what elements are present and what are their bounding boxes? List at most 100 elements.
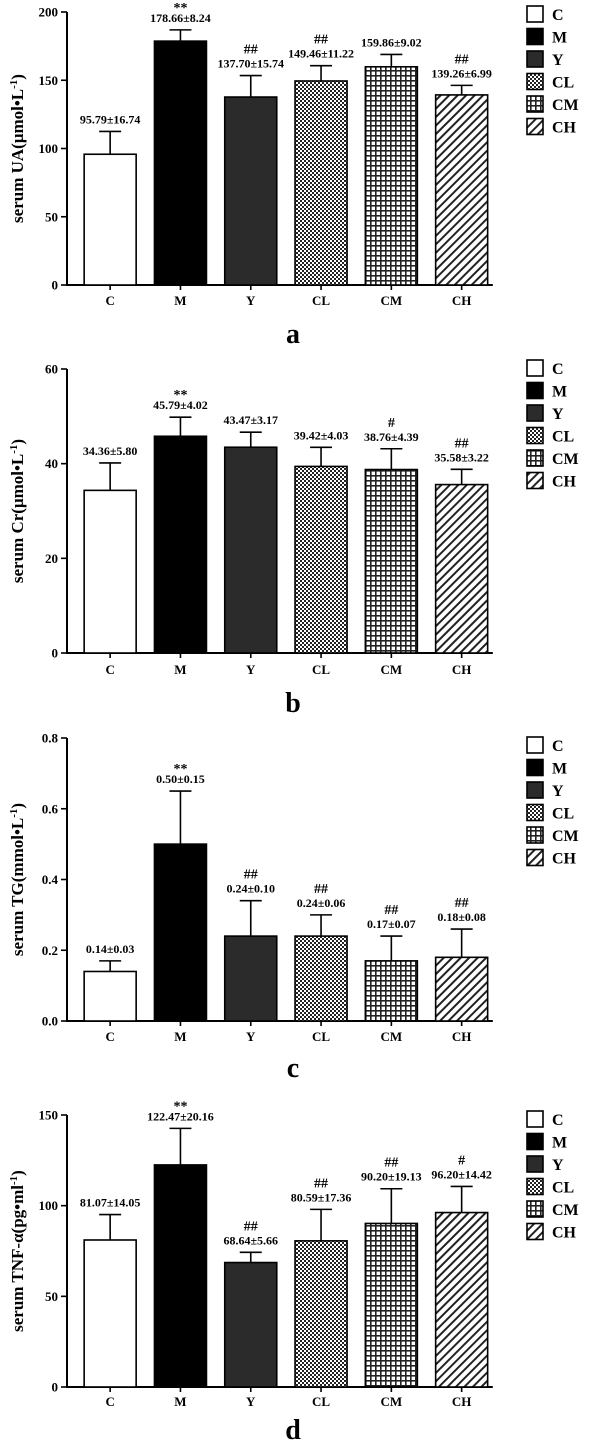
y-tick-label: 100 <box>39 141 59 156</box>
y-axis-label: serum Cr(μmol•L-1) <box>8 439 27 583</box>
data-label: 137.70±15.74 <box>217 57 284 71</box>
bar-y <box>223 935 278 1022</box>
legend-label-c: C <box>552 7 564 24</box>
data-label: 159.86±9.02 <box>361 35 422 49</box>
bar-cm <box>364 65 419 286</box>
bar-cl <box>294 1240 348 1388</box>
legend-swatch-m <box>526 27 544 46</box>
y-tick-label: 50 <box>45 209 58 224</box>
x-tick-label: M <box>174 293 186 308</box>
chart-panel-a: 0 50 100 150 200 serum UA(μmol•L-1) C 95.79±16.… <box>8 1 579 350</box>
legend-swatch-c <box>526 359 544 377</box>
data-label: 68.64±5.66 <box>223 1233 278 1247</box>
x-tick-label: CL <box>312 293 330 308</box>
y-tick-label: 0 <box>52 1380 59 1395</box>
panel-letter: a <box>286 319 300 350</box>
significance-mark: # <box>458 1153 465 1168</box>
data-label: 0.50±0.15 <box>156 772 205 786</box>
x-tick-label: CL <box>312 1029 330 1044</box>
y-tick-label: 50 <box>45 1289 58 1304</box>
legend-swatch-cl <box>526 72 544 91</box>
significance-mark: ## <box>314 882 328 897</box>
significance-mark: ** <box>173 388 187 403</box>
legend-swatch-y <box>526 404 544 422</box>
legend-swatch-c <box>526 1110 544 1128</box>
y-tick-label: 60 <box>45 362 58 377</box>
data-label: 81.07±14.05 <box>80 1196 141 1210</box>
y-tick-label: 40 <box>45 456 58 471</box>
data-label: 80.59±17.36 <box>291 1190 352 1204</box>
legend-label-cl: CL <box>552 806 574 823</box>
legend-swatch-m <box>526 381 544 400</box>
data-label: 38.76±4.39 <box>364 430 419 444</box>
legend-label-y: Y <box>552 52 564 69</box>
legend-label-c: C <box>552 1112 564 1129</box>
significance-mark: ## <box>455 896 469 911</box>
legend-swatch-cm <box>526 1200 544 1218</box>
panel-letter: b <box>285 688 301 719</box>
legend-label-y: Y <box>552 406 564 423</box>
chart-panel-b: 0 20 40 60 serum Cr(μmol•L-1) C 34.36±5.80 M 45.… <box>8 359 579 719</box>
legend-label-ch: CH <box>552 120 577 137</box>
x-tick-label: Y <box>246 1029 256 1044</box>
y-tick-label: 20 <box>45 551 58 566</box>
x-tick-label: CL <box>312 1394 330 1409</box>
bar-cl <box>294 935 348 1022</box>
y-tick-label: 0.0 <box>42 1014 58 1029</box>
x-tick-label: M <box>174 1029 186 1044</box>
bar-cm <box>364 1222 419 1388</box>
y-tick-label: 0.6 <box>42 801 59 816</box>
bar-ch <box>434 94 489 286</box>
legend-swatch-cl <box>526 426 544 445</box>
bar-ch <box>434 1211 489 1388</box>
legend-swatch-ch <box>526 1222 544 1241</box>
x-tick-label: CM <box>381 1029 403 1044</box>
bar-ch <box>434 956 489 1022</box>
y-axis-label: serum TG(mmol•L-1) <box>8 803 27 956</box>
bar-ch <box>434 483 489 654</box>
significance-mark: ** <box>173 1 187 16</box>
significance-mark: ## <box>384 1156 398 1171</box>
significance-mark: ** <box>173 1099 187 1114</box>
data-label: 0.18±0.08 <box>437 910 486 924</box>
legend-swatch-ch <box>526 848 544 867</box>
legend-swatch-ch <box>526 471 544 490</box>
legend-label-m: M <box>552 1135 567 1152</box>
legend-swatch-cm <box>526 826 544 844</box>
legend-label-ch: CH <box>552 851 577 868</box>
legend-label-ch: CH <box>552 474 577 491</box>
x-tick-label: Y <box>246 1394 256 1409</box>
bar-cm <box>364 468 419 654</box>
y-tick-label: 0.2 <box>42 943 58 958</box>
x-tick-label: CM <box>381 1394 403 1409</box>
y-tick-label: 150 <box>39 73 59 88</box>
x-tick-label: M <box>174 662 186 677</box>
bar-c <box>83 153 137 286</box>
legend-label-c: C <box>552 738 564 755</box>
data-label: 43.47±3.17 <box>223 413 278 427</box>
bar-y <box>223 96 278 286</box>
legend-label-y: Y <box>552 783 564 800</box>
x-tick-label: CH <box>452 1394 472 1409</box>
data-label: 139.26±6.99 <box>431 66 492 80</box>
bar-m <box>153 1164 208 1388</box>
bar-c <box>83 970 137 1022</box>
significance-mark: ## <box>244 1219 258 1234</box>
bar-cl <box>294 465 348 654</box>
legend-swatch-c <box>526 5 544 23</box>
legend-swatch-y <box>526 1155 544 1173</box>
bar-y <box>223 446 278 654</box>
legend-swatch-y <box>526 50 544 68</box>
data-label: 0.24±0.10 <box>226 882 275 896</box>
data-label: 149.46±11.22 <box>288 47 354 61</box>
significance-mark: ## <box>244 43 258 58</box>
significance-mark: ## <box>314 33 328 48</box>
x-tick-label: Y <box>246 662 256 677</box>
chart-panel-d: 0 50 100 150 serum TNF-α(pg•ml-1) C 81.07±14.0… <box>8 1099 579 1441</box>
x-tick-label: C <box>105 1029 114 1044</box>
legend-label-m: M <box>552 384 567 401</box>
significance-mark: ## <box>455 436 469 451</box>
